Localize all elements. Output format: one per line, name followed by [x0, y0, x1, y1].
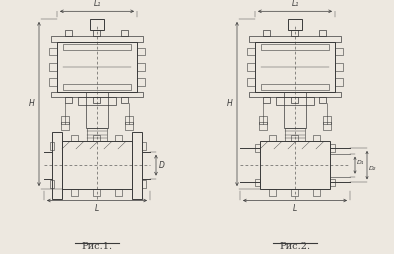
Bar [269, 189, 277, 196]
Bar [87, 128, 107, 141]
Bar [115, 189, 123, 196]
Text: L₁: L₁ [93, 0, 100, 8]
Bar [259, 122, 267, 130]
Bar [121, 30, 128, 36]
Text: L₁: L₁ [292, 0, 299, 8]
Bar [71, 189, 78, 196]
Bar [320, 97, 327, 103]
Text: D₁: D₁ [357, 160, 364, 165]
Bar [61, 122, 69, 130]
Bar [121, 97, 128, 103]
Bar [132, 132, 142, 199]
Bar [62, 141, 132, 189]
Bar [49, 78, 57, 86]
Bar [249, 92, 341, 97]
Text: H: H [227, 100, 233, 108]
Bar [247, 78, 255, 86]
Bar [288, 19, 302, 30]
Bar [63, 84, 131, 90]
Bar [292, 135, 299, 141]
Bar [86, 92, 108, 128]
Text: L: L [293, 204, 297, 213]
Bar [314, 189, 320, 196]
Bar [284, 92, 306, 128]
Bar [71, 135, 78, 141]
Text: D: D [159, 161, 165, 170]
Bar [50, 142, 54, 150]
Bar [269, 135, 277, 141]
Bar [90, 19, 104, 30]
Bar [52, 132, 62, 199]
Bar [255, 42, 335, 92]
Bar [50, 180, 54, 188]
Bar [330, 144, 335, 152]
Bar [335, 47, 343, 55]
Bar [137, 78, 145, 86]
Bar [261, 84, 329, 90]
Bar [264, 30, 271, 36]
Bar [264, 97, 271, 103]
Text: L: L [95, 204, 99, 213]
Bar [49, 47, 57, 55]
Bar [142, 180, 146, 188]
Bar [93, 189, 100, 196]
Bar [255, 144, 260, 152]
Bar [314, 135, 320, 141]
Bar [260, 141, 330, 189]
Bar [115, 135, 123, 141]
Bar [320, 30, 327, 36]
Bar [249, 36, 341, 42]
Text: Рис.1.: Рис.1. [82, 242, 113, 251]
Bar [255, 179, 260, 186]
Bar [51, 36, 143, 42]
Bar [247, 63, 255, 71]
Bar [292, 97, 299, 103]
Bar [292, 189, 299, 196]
Text: H: H [29, 100, 35, 108]
Bar [57, 42, 137, 92]
Bar [93, 135, 100, 141]
Bar [62, 141, 132, 149]
Bar [323, 116, 331, 124]
Bar [276, 97, 314, 105]
Bar [260, 141, 330, 149]
Bar [261, 44, 329, 50]
Text: Рис.2.: Рис.2. [279, 242, 310, 251]
Bar [285, 128, 305, 141]
Bar [259, 116, 267, 124]
Bar [335, 78, 343, 86]
Bar [142, 142, 146, 150]
Bar [137, 47, 145, 55]
Bar [247, 47, 255, 55]
Bar [137, 63, 145, 71]
Bar [78, 97, 116, 105]
Bar [330, 179, 335, 186]
Bar [292, 30, 299, 36]
Bar [125, 116, 133, 124]
Text: D₂: D₂ [369, 166, 376, 170]
Bar [125, 122, 133, 130]
Bar [93, 30, 100, 36]
Bar [63, 44, 131, 50]
Bar [65, 97, 72, 103]
Bar [65, 30, 72, 36]
Bar [335, 63, 343, 71]
Bar [51, 92, 143, 97]
Bar [323, 122, 331, 130]
Bar [93, 97, 100, 103]
Bar [61, 116, 69, 124]
Bar [49, 63, 57, 71]
